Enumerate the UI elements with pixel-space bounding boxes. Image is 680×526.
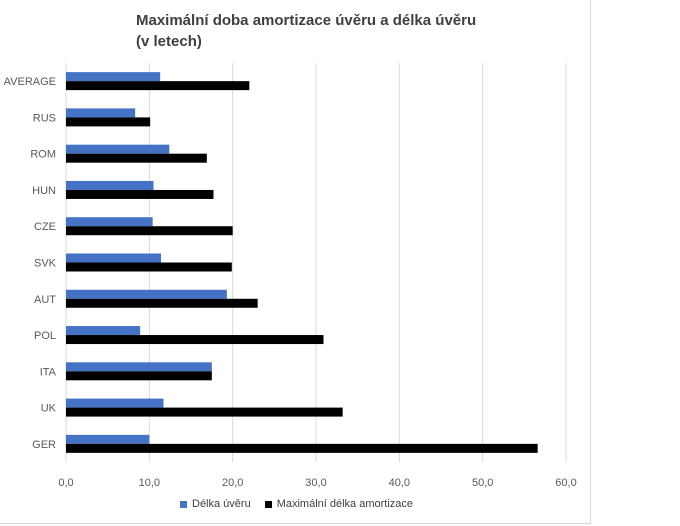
y-tick-label: AVERAGE bbox=[4, 76, 56, 88]
bar-delka-uveru bbox=[66, 217, 153, 227]
x-tick-label: 60,0 bbox=[555, 477, 576, 489]
legend-label-series-1: Délka úvěru bbox=[192, 498, 251, 510]
y-tick-label: ITA bbox=[40, 366, 57, 378]
y-tick-label: GER bbox=[32, 439, 56, 451]
x-tick-label: 50,0 bbox=[472, 477, 493, 489]
bar-max-delka-amortizace bbox=[66, 117, 151, 127]
chart-frame bbox=[0, 0, 591, 524]
legend-swatch-series-2 bbox=[264, 500, 272, 508]
y-tick-label: RUS bbox=[33, 112, 56, 124]
bar-delka-uveru bbox=[66, 434, 150, 444]
bar-delka-uveru bbox=[66, 362, 212, 372]
y-tick-label: SVK bbox=[34, 258, 57, 270]
bar-max-delka-amortizace bbox=[66, 443, 538, 453]
bar-max-delka-amortizace bbox=[66, 262, 232, 272]
legend-label-series-2: Maximální délka amortizace bbox=[276, 498, 414, 510]
chart-title: Maximální doba amortizace úvěru a délka … bbox=[136, 10, 556, 52]
x-tick-label: 20,0 bbox=[222, 477, 243, 489]
bar-max-delka-amortizace bbox=[66, 407, 343, 417]
bar-max-delka-amortizace bbox=[66, 189, 214, 199]
legend-item-series-1: Délka úvěru bbox=[180, 498, 251, 510]
chart-title-line1: Maximální doba amortizace úvěru a délka … bbox=[136, 12, 477, 29]
y-tick-label: POL bbox=[34, 330, 56, 342]
bar-delka-uveru bbox=[66, 180, 154, 190]
y-tick-label: AUT bbox=[34, 294, 56, 306]
legend-item-series-2: Maximální délka amortizace bbox=[264, 498, 414, 510]
bar-max-delka-amortizace bbox=[66, 226, 233, 236]
bar-max-delka-amortizace bbox=[66, 298, 258, 308]
y-tick-label: UK bbox=[41, 403, 57, 415]
bar-delka-uveru bbox=[66, 108, 136, 118]
bar-max-delka-amortizace bbox=[66, 335, 324, 345]
bar-delka-uveru bbox=[66, 289, 227, 299]
bar-max-delka-amortizace bbox=[66, 81, 250, 91]
x-tick-label: 30,0 bbox=[305, 477, 326, 489]
legend-swatch-series-1 bbox=[180, 500, 187, 508]
y-tick-label: ROM bbox=[30, 149, 56, 161]
bar-max-delka-amortizace bbox=[66, 153, 207, 163]
y-tick-label: CZE bbox=[34, 221, 56, 233]
bar-delka-uveru bbox=[66, 253, 161, 263]
legend: Délka úvěru Maximální délka amortizace bbox=[180, 498, 413, 510]
bar-delka-uveru bbox=[66, 398, 164, 408]
bar-delka-uveru bbox=[66, 144, 170, 154]
bar-max-delka-amortizace bbox=[66, 371, 212, 381]
y-tick-label: HUN bbox=[32, 185, 56, 197]
bar-delka-uveru bbox=[66, 72, 161, 82]
chart-title-line2: (v letech) bbox=[136, 33, 202, 50]
x-tick-label: 40,0 bbox=[389, 477, 410, 489]
bar-delka-uveru bbox=[66, 326, 141, 336]
x-tick-label: 10,0 bbox=[139, 477, 160, 489]
x-tick-label: 0,0 bbox=[58, 477, 73, 489]
